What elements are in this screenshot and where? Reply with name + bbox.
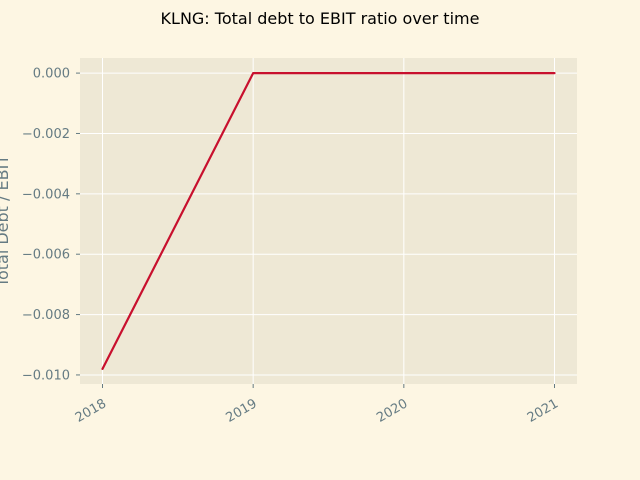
plot-area (80, 58, 577, 384)
y-tick-label: −0.008 (22, 308, 70, 323)
y-tick-label: 0.000 (33, 67, 70, 82)
data-series (101, 71, 556, 371)
chart-title: KLNG: Total debt to EBIT ratio over time (161, 9, 480, 28)
y-axis-label: Total Debt / EBIT (0, 155, 12, 288)
series-line (101, 71, 556, 371)
grid-lines (80, 58, 577, 384)
y-tick-label: −0.002 (22, 127, 70, 142)
y-tick-label: −0.010 (22, 368, 70, 383)
y-tick-label: −0.004 (22, 187, 70, 202)
y-axis-ticks: 0.000 −0.002 −0.004 −0.006 −0.008 −0.010 (22, 67, 80, 383)
y-tick-label: −0.006 (22, 248, 70, 263)
